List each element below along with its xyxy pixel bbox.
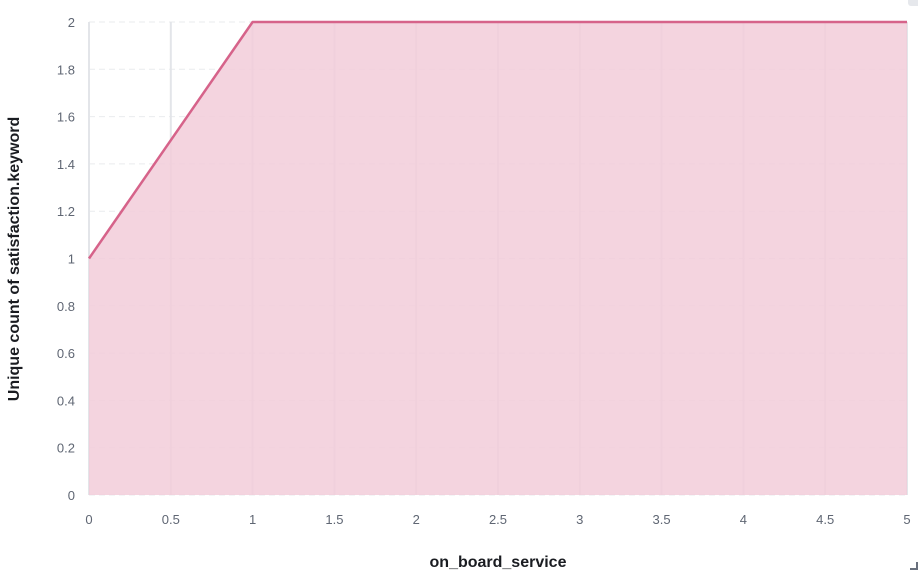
- y-axis: 0 0.2 0.4 0.6 0.8 1 1.2 1.4 1.6 1.8 2: [57, 15, 75, 503]
- series-line: [87, 20, 907, 260]
- series-area: [89, 22, 907, 495]
- y-axis-title: Unique count of satisfaction.keyword: [6, 117, 23, 401]
- y-tick-label: 0.2: [57, 441, 75, 456]
- x-tick-label: 1: [249, 512, 256, 527]
- x-tick-label: 3.5: [653, 512, 671, 527]
- x-tick-label: 5: [903, 512, 910, 527]
- y-tick-label: 1.8: [57, 62, 75, 77]
- resize-handle-icon[interactable]: [910, 562, 918, 570]
- plot-area: [87, 20, 908, 495]
- x-tick-label: 4: [740, 512, 747, 527]
- x-tick-label: 0.5: [162, 512, 180, 527]
- y-tick-label: 2: [68, 15, 75, 30]
- y-tick-label: 1.2: [57, 204, 75, 219]
- x-axis-title: on_board_service: [430, 554, 567, 571]
- x-tick-label: 1.5: [325, 512, 343, 527]
- x-axis: 0 0.5 1 1.5 2 2.5 3 3.5 4 4.5 5: [85, 512, 910, 527]
- x-tick-label: 3: [576, 512, 583, 527]
- y-tick-label: 0.6: [57, 346, 75, 361]
- x-tick-label: 0: [85, 512, 92, 527]
- y-tick-label: 0.8: [57, 299, 75, 314]
- y-tick-label: 0: [68, 488, 75, 503]
- y-tick-label: 1.6: [57, 110, 75, 125]
- y-tick-label: 1.4: [57, 157, 75, 172]
- y-tick-label: 0.4: [57, 393, 75, 408]
- x-tick-label: 2: [413, 512, 420, 527]
- panel-corner-tab: [908, 0, 918, 6]
- x-tick-label: 2.5: [489, 512, 507, 527]
- y-tick-label: 1: [68, 252, 75, 267]
- x-tick-label: 4.5: [816, 512, 834, 527]
